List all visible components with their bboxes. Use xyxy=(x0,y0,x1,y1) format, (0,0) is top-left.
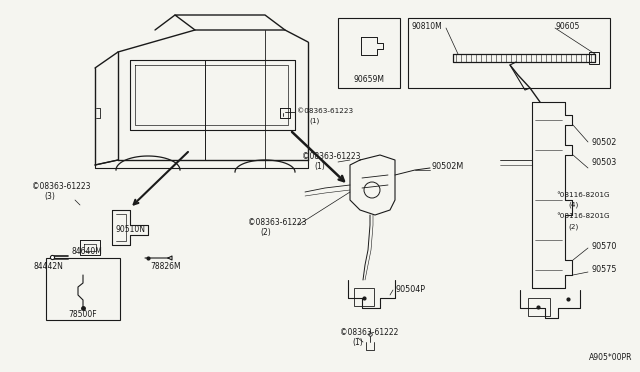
Text: ©08363-61223: ©08363-61223 xyxy=(302,152,360,161)
Text: (1): (1) xyxy=(314,162,324,171)
Text: 90502M: 90502M xyxy=(432,162,464,171)
Text: 90510N: 90510N xyxy=(115,225,145,234)
Bar xyxy=(338,18,400,88)
Text: ©08363-61222: ©08363-61222 xyxy=(340,328,398,337)
Text: (2): (2) xyxy=(260,228,271,237)
Text: ©08363-61223: ©08363-61223 xyxy=(297,108,353,114)
Bar xyxy=(589,52,599,64)
Text: (4): (4) xyxy=(568,202,579,208)
Text: ©08363-61223: ©08363-61223 xyxy=(248,218,307,227)
Text: 90605: 90605 xyxy=(555,22,579,31)
Text: (1): (1) xyxy=(309,118,319,125)
Text: 84640M: 84640M xyxy=(72,247,103,256)
Text: 78500F: 78500F xyxy=(68,310,97,319)
Text: 90570: 90570 xyxy=(592,242,618,251)
Text: 90659M: 90659M xyxy=(353,75,385,84)
Text: 90502: 90502 xyxy=(592,138,618,147)
Text: °08116-8201G: °08116-8201G xyxy=(556,192,610,198)
Text: 90503: 90503 xyxy=(592,158,617,167)
Text: °08116-8201G: °08116-8201G xyxy=(556,213,610,219)
Text: A905*00PR: A905*00PR xyxy=(589,353,632,362)
Bar xyxy=(408,18,610,88)
Text: 90575: 90575 xyxy=(592,265,618,274)
Bar xyxy=(354,288,374,306)
Text: (1): (1) xyxy=(352,338,363,347)
Text: 90504P: 90504P xyxy=(395,285,425,294)
Text: 84442N: 84442N xyxy=(34,262,64,271)
Text: (3): (3) xyxy=(44,192,55,201)
Text: 90810M: 90810M xyxy=(412,22,443,31)
Text: 78826M: 78826M xyxy=(150,262,180,271)
Text: ©08363-61223: ©08363-61223 xyxy=(32,182,90,191)
Text: (2): (2) xyxy=(568,223,579,230)
Bar xyxy=(46,258,120,320)
Bar xyxy=(528,298,550,316)
